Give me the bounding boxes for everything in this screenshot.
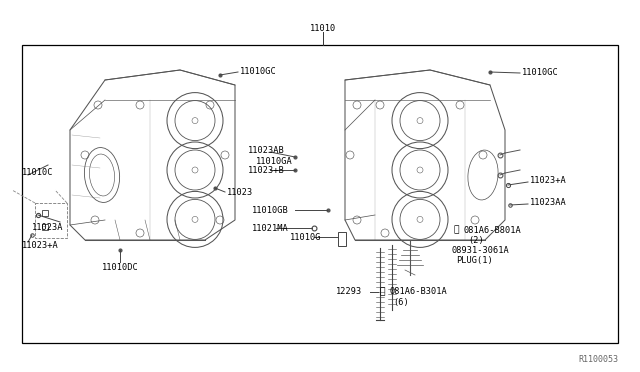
Text: R1100053: R1100053 [578,356,618,365]
Text: 11023+A: 11023+A [530,176,567,185]
Text: 11023+A: 11023+A [22,241,59,250]
Bar [35,203,67,238]
Text: Ⓑ: Ⓑ [454,225,460,234]
Text: Ⓑ: Ⓑ [380,288,385,296]
Text: 11010GC: 11010GC [522,67,559,77]
Text: 11010GB: 11010GB [252,205,289,215]
Text: (6): (6) [393,298,409,307]
Text: 081A6-B301A: 081A6-B301A [390,288,448,296]
Bar [338,232,346,246]
Text: 11023+B: 11023+B [248,166,285,174]
Text: 11010C: 11010C [22,167,54,176]
Text: 12293: 12293 [336,288,362,296]
Text: 11023: 11023 [227,187,253,196]
Text: 11010GC: 11010GC [240,67,276,76]
Text: 08931-3061A: 08931-3061A [452,246,509,254]
Text: 11010GA: 11010GA [256,157,292,166]
Text: 11010G: 11010G [290,232,321,241]
Text: 11023A: 11023A [32,222,63,231]
Bar [22,45,618,343]
Text: (2): (2) [468,235,484,244]
Text: 11021MA: 11021MA [252,224,289,232]
Text: 11010: 11010 [310,23,336,32]
Text: 11023AA: 11023AA [530,198,567,206]
Text: 081A6-B801A: 081A6-B801A [464,225,522,234]
Text: PLUG(1): PLUG(1) [456,256,493,264]
Text: 11010DC: 11010DC [102,263,139,273]
Text: 11023AB: 11023AB [248,145,285,154]
